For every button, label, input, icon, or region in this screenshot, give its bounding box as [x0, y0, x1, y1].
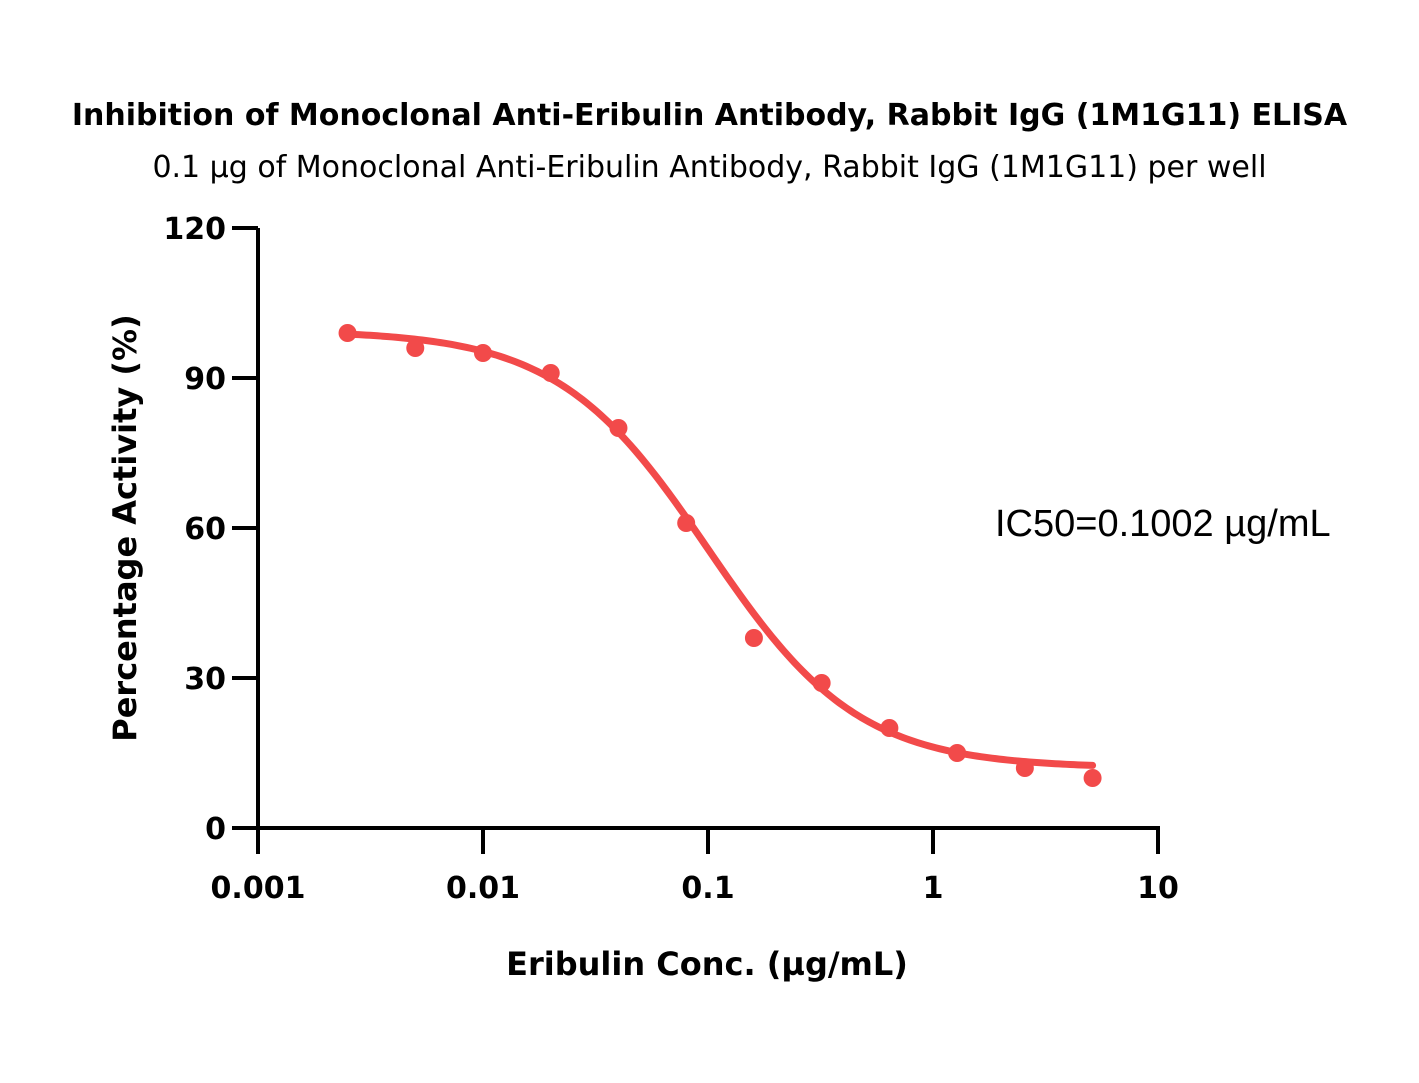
x-tick-label: 1	[923, 871, 944, 906]
fit-curve-layer	[344, 330, 1097, 769]
y-tick-label: 120	[163, 212, 226, 247]
data-point	[812, 674, 831, 692]
chart-title: Inhibition of Monoclonal Anti-Eribulin A…	[71, 98, 1348, 133]
data-point	[948, 744, 967, 762]
data-point	[880, 719, 899, 737]
y-tick-label: 90	[184, 362, 226, 397]
fit-curve	[344, 330, 1097, 769]
data-point	[1015, 759, 1034, 777]
data-point	[338, 324, 357, 342]
chart-subtitle: 0.1 µg of Monoclonal Anti-Eribulin Antib…	[152, 150, 1267, 185]
y-tick-label: 60	[184, 512, 226, 547]
data-point	[541, 364, 560, 382]
data-point	[474, 344, 492, 362]
x-tick-label: 0.1	[681, 871, 734, 906]
y-tick-label: 0	[205, 812, 226, 847]
y-axis-title: Percentage Activity (%)	[106, 314, 144, 741]
data-points-layer	[338, 324, 1102, 787]
ic50-annotation: IC50=0.1002 µg/mL	[995, 503, 1331, 545]
axes: 0 30 60 90 120 0.001 0.01 0.1 1 10	[163, 212, 1179, 906]
data-point	[406, 339, 425, 357]
data-point	[609, 419, 628, 437]
y-tick-label: 30	[184, 662, 226, 697]
x-tick-label: 0.001	[211, 871, 306, 906]
data-point	[677, 514, 696, 532]
data-point	[744, 629, 763, 647]
x-tick-label: 0.01	[446, 871, 520, 906]
data-point	[1083, 769, 1102, 787]
x-tick-label: 10	[1137, 871, 1179, 906]
x-axis-title: Eribulin Conc. (µg/mL)	[506, 945, 908, 983]
